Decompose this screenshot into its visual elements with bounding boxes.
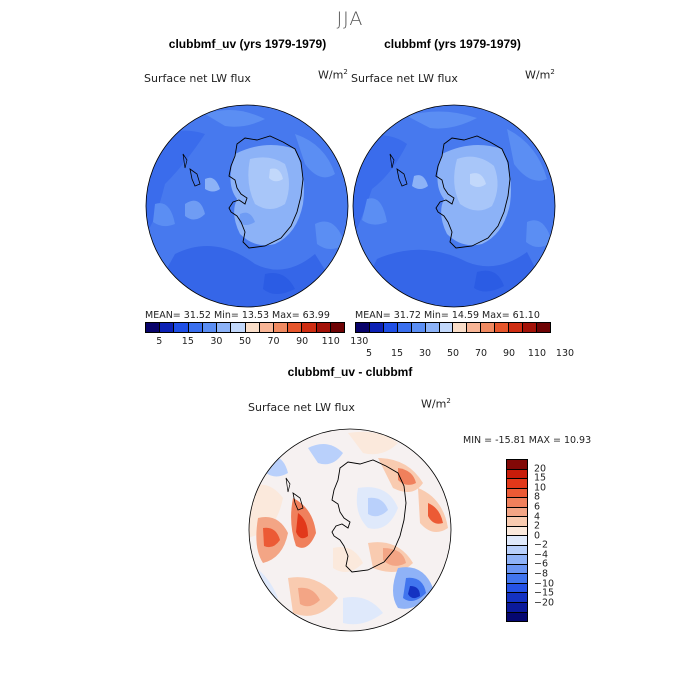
colorbar-swatch — [467, 323, 482, 332]
colorbar-tick-label: 20 — [534, 463, 547, 475]
colorbar-tick-label: −10 — [534, 578, 555, 590]
colorbar-swatch — [397, 323, 412, 332]
panel-1-colorbar — [145, 322, 345, 333]
colorbar-swatch — [231, 323, 246, 332]
colorbar-swatch — [202, 323, 218, 332]
colorbar-swatch — [330, 323, 345, 332]
colorbar-tick-label: −6 — [534, 558, 549, 570]
colorbar-tick-label: 6 — [534, 501, 541, 513]
panel-1-variable-label: Surface net LW flux — [144, 72, 251, 85]
colorbar-tick-label: 30 — [418, 348, 432, 359]
colorbar-swatch — [356, 323, 370, 332]
colorbar-tick-label: 70 — [267, 336, 280, 347]
panel-2-polar-map — [352, 104, 556, 308]
colorbar-swatch — [369, 323, 384, 332]
colorbar-swatch — [507, 602, 527, 613]
colorbar-tick-label: 110 — [321, 336, 340, 347]
panel-3-units: W/m2 — [421, 397, 451, 411]
colorbar-tick-label: −8 — [534, 568, 549, 580]
colorbar-swatch — [316, 323, 331, 332]
colorbar-tick-label: 70 — [474, 348, 488, 359]
panel-1-title: clubbmf_uv (yrs 1979-1979) — [168, 37, 327, 51]
colorbar-swatch — [507, 536, 527, 546]
panel-3-variable-label: Surface net LW flux — [248, 401, 355, 414]
colorbar-swatch — [453, 323, 468, 332]
colorbar-tick-label: 30 — [210, 336, 223, 347]
colorbar-swatch — [188, 323, 203, 332]
colorbar-swatch — [217, 323, 232, 332]
colorbar-swatch — [507, 507, 527, 518]
colorbar-tick-label: 10 — [534, 482, 547, 494]
colorbar-tick-label: 2 — [534, 520, 541, 532]
colorbar-swatch — [507, 574, 527, 584]
colorbar-swatch — [507, 498, 527, 508]
colorbar-tick-label: −2 — [534, 539, 549, 551]
colorbar-swatch — [507, 526, 527, 537]
panel-2-units: W/m2 — [525, 68, 555, 82]
colorbar-tick-label: −4 — [534, 549, 549, 561]
colorbar-swatch — [507, 469, 527, 480]
colorbar-tick-label: 130 — [555, 348, 575, 359]
colorbar-tick-label: 130 — [350, 336, 369, 347]
colorbar-tick-label: −15 — [534, 587, 555, 599]
colorbar-swatch — [302, 323, 317, 332]
colorbar-tick-label: 50 — [238, 336, 252, 347]
panel-2-title: clubbmf (yrs 1979-1979) — [384, 37, 521, 51]
colorbar-tick-label: 5 — [156, 336, 163, 347]
colorbar-swatch — [507, 555, 527, 565]
colorbar-swatch — [507, 564, 527, 575]
colorbar-swatch — [160, 323, 175, 332]
panel-3-title: clubbmf_uv - clubbmf — [287, 365, 413, 379]
colorbar-swatch — [507, 517, 527, 527]
colorbar-swatch — [439, 323, 454, 332]
colorbar-tick-label: 8 — [534, 491, 541, 503]
colorbar-tick-label: 90 — [502, 348, 516, 359]
colorbar-swatch — [245, 323, 260, 332]
colorbar-swatch — [495, 323, 510, 332]
panel-1-polar-map — [145, 104, 349, 308]
colorbar-swatch — [523, 323, 537, 332]
panel-3-colorbar — [506, 459, 528, 622]
panel-3-polar-map — [248, 428, 452, 632]
panel-3-colorbar-ticks: 20 15 10 8 6 4 2 0 −2 −4 −6 −8 −10 −15 −20 — [534, 459, 574, 622]
panel-1-stats: MEAN= 31.52 Min= 13.53 Max= 63.99 — [145, 310, 330, 321]
panel-3-stats: MIN = -15.81 MAX = 10.93 — [463, 435, 592, 446]
colorbar-swatch — [481, 323, 496, 332]
colorbar-swatch — [507, 488, 527, 499]
colorbar-swatch — [146, 323, 161, 332]
colorbar-tick-label: 15 — [534, 472, 547, 484]
colorbar-swatch — [507, 612, 527, 622]
colorbar-swatch — [507, 583, 527, 594]
colorbar-swatch — [383, 323, 398, 332]
colorbar-swatch — [259, 323, 274, 332]
colorbar-swatch — [507, 479, 527, 489]
colorbar-swatch — [174, 323, 189, 332]
colorbar-swatch — [425, 323, 440, 332]
colorbar-swatch — [536, 323, 550, 332]
colorbar-tick-label: 0 — [534, 530, 541, 542]
panel-1-colorbar-ticks: 5 15 30 50 70 90 110 130 — [145, 336, 368, 348]
colorbar-swatch — [509, 323, 524, 332]
colorbar-tick-label: 15 — [181, 336, 194, 347]
colorbar-swatch — [507, 545, 527, 556]
colorbar-tick-label: 4 — [534, 511, 541, 523]
colorbar-tick-label: 90 — [296, 336, 309, 347]
colorbar-swatch — [507, 460, 527, 470]
figure-title: JJA — [336, 8, 364, 30]
panel-2-stats: MEAN= 31.72 Min= 14.59 Max= 61.10 — [355, 310, 540, 321]
panel-2-variable-label: Surface net LW flux — [351, 72, 458, 85]
colorbar-swatch — [411, 323, 426, 332]
colorbar-tick-label: 5 — [365, 348, 373, 359]
colorbar-tick-label: 50 — [446, 348, 460, 359]
colorbar-tick-label: 15 — [390, 348, 404, 359]
panel-2-colorbar — [355, 322, 551, 333]
panel-2-colorbar-ticks: 5 15 30 50 70 90 110 130 — [355, 348, 574, 360]
colorbar-tick-label: −20 — [534, 597, 555, 609]
colorbar-tick-label: 110 — [527, 348, 547, 359]
colorbar-swatch — [273, 323, 289, 332]
colorbar-swatch — [288, 323, 303, 332]
colorbar-swatch — [507, 593, 527, 603]
panel-1-units: W/m2 — [318, 68, 348, 82]
